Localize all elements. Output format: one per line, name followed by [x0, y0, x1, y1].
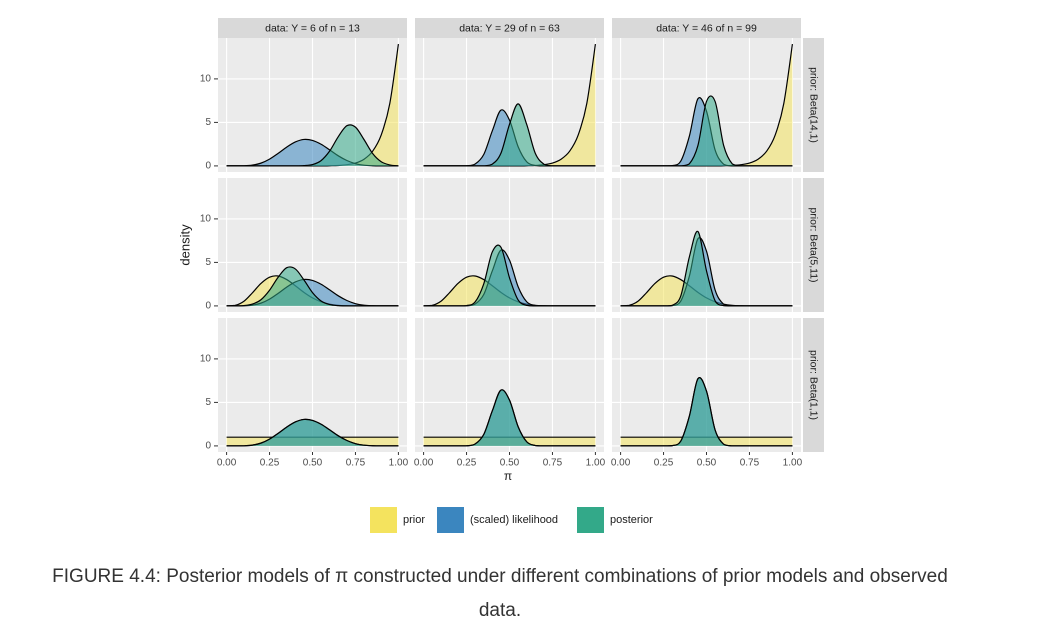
density-line — [226, 124, 399, 167]
density-area — [423, 389, 596, 446]
y-tick-label: 5 — [205, 257, 211, 268]
density-area — [620, 231, 793, 306]
y-tick-label: 10 — [200, 74, 212, 85]
legend-label: (scaled) likelihood — [470, 514, 558, 526]
density-line — [620, 377, 793, 447]
strip-background — [415, 18, 604, 38]
x-tick-label: 0.50 — [500, 458, 520, 469]
density-area — [620, 95, 793, 166]
x-tick-label: 0.25 — [654, 458, 674, 469]
density-line — [423, 103, 596, 167]
x-tick-label: 1.00 — [586, 458, 606, 469]
x-tick-label: 0.00 — [217, 458, 237, 469]
x-tick-label: 0.25 — [457, 458, 477, 469]
density-line — [423, 389, 596, 447]
row-strip-label: prior: Beta(14,1) — [808, 67, 820, 143]
density-line — [226, 266, 399, 307]
x-axis-label: π — [504, 469, 512, 483]
y-tick-label: 5 — [205, 397, 211, 408]
figure-caption: FIGURE 4.4: Posterior models of π constr… — [52, 566, 948, 621]
density-area — [423, 103, 596, 166]
density-area — [226, 124, 399, 166]
x-tick-label: 1.00 — [783, 458, 803, 469]
column-strip-label: data: Y = 46 of n = 99 — [656, 22, 757, 34]
column-strip-label: data: Y = 6 of n = 13 — [265, 22, 360, 34]
legend-key — [437, 507, 464, 533]
density-area — [226, 266, 399, 306]
x-tick-label: 0.50 — [303, 458, 323, 469]
x-tick-label: 0.75 — [740, 458, 760, 469]
x-tick-label: 0.75 — [346, 458, 366, 469]
density-area — [423, 245, 596, 306]
y-tick-label: 10 — [200, 354, 212, 365]
row-strip-label: prior: Beta(1,1) — [808, 350, 820, 420]
density-line — [226, 418, 399, 447]
legend-label: prior — [403, 514, 425, 526]
strip-background — [803, 318, 824, 452]
legend-key — [370, 507, 397, 533]
column-strip-label: data: Y = 29 of n = 63 — [459, 22, 560, 34]
density-line — [620, 230, 793, 307]
x-tick-label: 0.50 — [697, 458, 717, 469]
x-tick-label: 1.00 — [389, 458, 409, 469]
x-tick-label: 0.00 — [414, 458, 434, 469]
y-tick-label: 5 — [205, 117, 211, 128]
density-area — [620, 275, 793, 306]
legend-label: posterior — [610, 514, 653, 526]
y-axis-label: density — [177, 224, 192, 266]
x-tick-label: 0.00 — [611, 458, 631, 469]
x-tick-label: 0.75 — [543, 458, 563, 469]
density-area — [226, 44, 399, 166]
density-line — [620, 95, 793, 167]
strip-background — [803, 178, 824, 312]
y-tick-label: 0 — [205, 441, 211, 452]
density-area — [620, 377, 793, 446]
legend-key — [577, 507, 604, 533]
y-tick-label: 10 — [200, 214, 212, 225]
strip-background — [803, 38, 824, 172]
strip-background — [612, 18, 801, 38]
chart: π density 0 5 10 0 5 10 0 5 10 0.00 0.25 0.50 0.75 1.… — [177, 18, 824, 533]
x-tick-label: 0.25 — [260, 458, 280, 469]
density-line — [423, 244, 596, 307]
density-area — [423, 44, 596, 166]
row-strip-label: prior: Beta(5,11) — [808, 207, 820, 282]
density-area — [423, 275, 596, 306]
y-tick-label: 0 — [205, 301, 211, 312]
y-tick-label: 0 — [205, 161, 211, 172]
density-area — [620, 44, 793, 166]
strip-background — [218, 18, 407, 38]
